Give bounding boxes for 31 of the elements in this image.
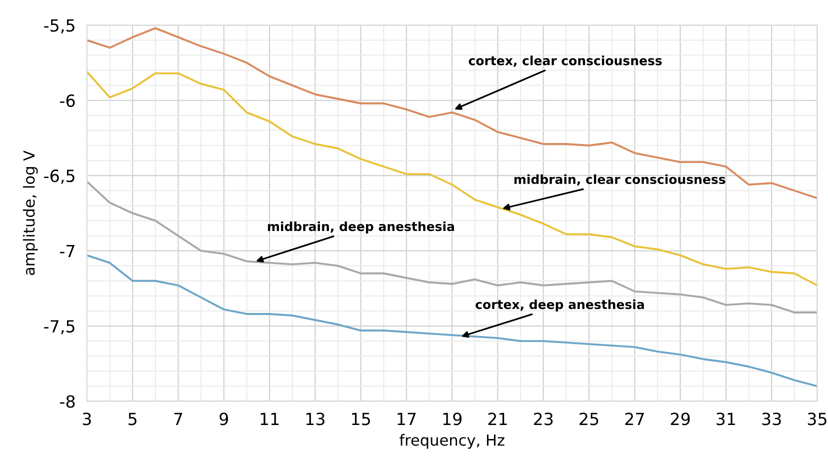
- y-axis-title: amplitude, log V: [22, 150, 38, 276]
- y-tick-label: -6: [60, 94, 75, 107]
- x-tick-label: 31: [716, 412, 736, 426]
- x-tick-label: 11: [260, 412, 279, 425]
- x-tick-label: 27: [625, 412, 644, 425]
- x-tick-label: 3: [82, 412, 91, 426]
- x-tick-label: 33: [762, 412, 781, 426]
- y-tick-label: -7: [60, 244, 74, 258]
- x-tick-label: 29: [670, 412, 690, 426]
- x-tick-label: 5: [128, 412, 136, 426]
- x-tick-label: 7: [174, 412, 182, 425]
- annotation: midbrain, deep anesthesia: [268, 221, 454, 234]
- line-series: [86, 70, 818, 286]
- annotation: midbrain, clear consciousness: [514, 174, 726, 186]
- x-tick-label: 25: [580, 412, 598, 426]
- line-series: [86, 254, 818, 388]
- x-tick-label: 17: [398, 412, 416, 425]
- annotation: cortex, deep anesthesia: [476, 299, 644, 312]
- x-tick-label: 23: [534, 412, 553, 426]
- y-tick-label: -8: [60, 395, 75, 408]
- y-tick-label: -7,5: [44, 320, 74, 334]
- x-tick-label: 13: [306, 412, 324, 426]
- annotation: cortex, clear consciousness: [468, 56, 662, 67]
- x-tick-label: 35: [808, 412, 826, 426]
- x-tick-label: 15: [352, 412, 370, 426]
- x-axis-title: frequency, Hz: [400, 434, 504, 449]
- y-tick-label: -6,5: [44, 170, 74, 184]
- x-tick-label: 21: [488, 412, 507, 425]
- y-tick-label: -5,5: [44, 19, 74, 34]
- x-tick-label: 9: [220, 412, 228, 426]
- x-tick-label: 19: [443, 412, 462, 426]
